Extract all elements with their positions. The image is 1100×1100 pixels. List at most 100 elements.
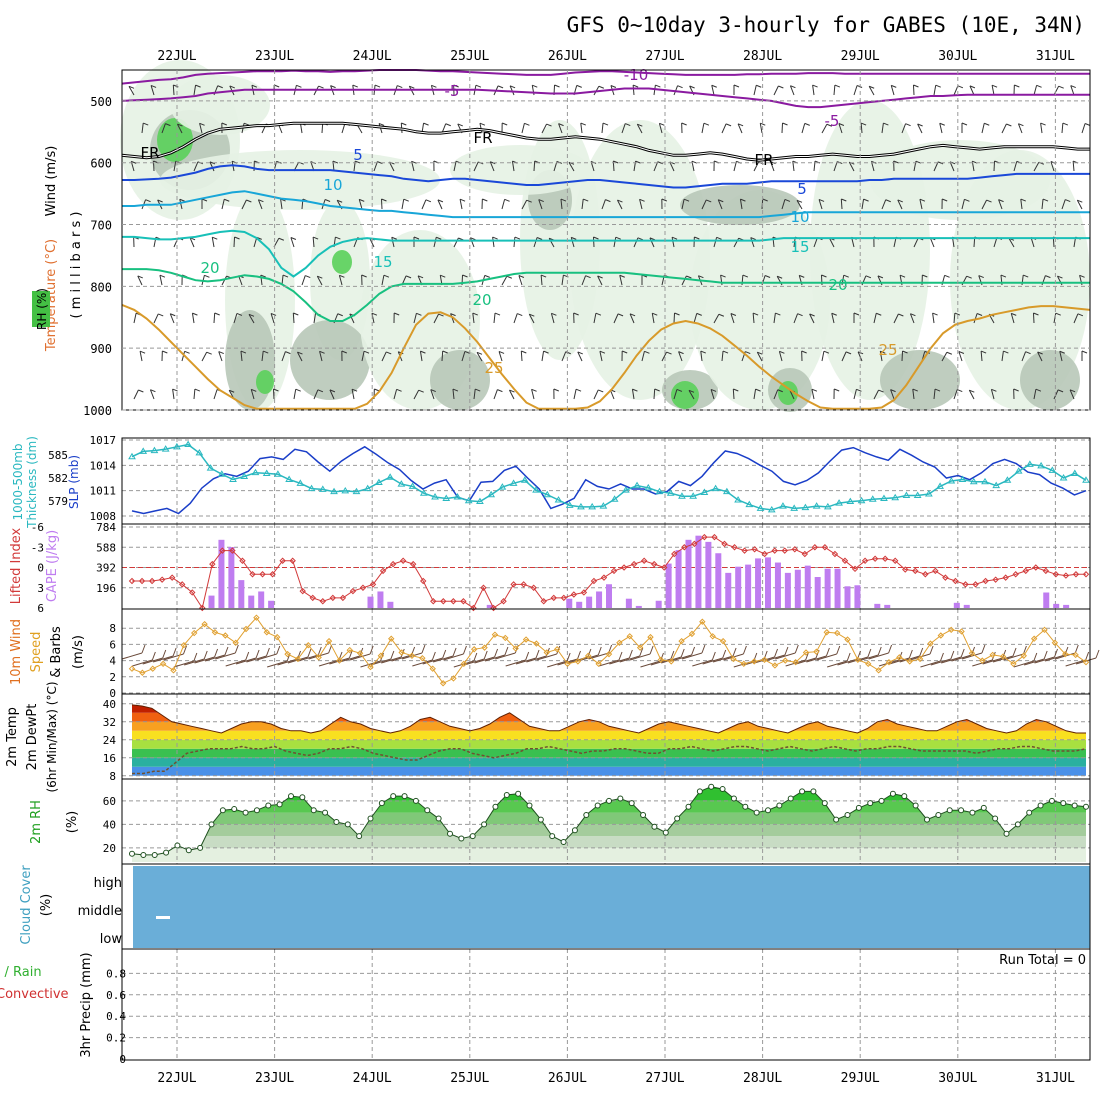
wind-barb	[671, 237, 675, 248]
wind-barb-10m-feather	[711, 651, 716, 661]
wind-barb-10m-feather	[328, 644, 333, 654]
rh-shade	[778, 381, 798, 405]
wind-barb	[917, 123, 923, 134]
li-marker	[430, 598, 437, 605]
wind-barb	[172, 389, 175, 400]
wind-barb-flag	[504, 198, 510, 202]
wind-speed-marker	[896, 654, 903, 661]
wind-barb-10m	[370, 658, 392, 666]
ylabel-thickness-1: 1000-500mb	[11, 443, 25, 520]
wind-barb	[781, 122, 784, 134]
wind-barb-flag	[165, 123, 171, 127]
wind-barb-10m-feather	[307, 648, 312, 658]
wind-barb-10m-feather	[1095, 649, 1100, 659]
rh-marker	[378, 800, 385, 807]
wind-barb-flag	[897, 199, 903, 203]
temp-band	[132, 739, 1086, 749]
li-marker	[1052, 571, 1060, 578]
li-marker	[349, 587, 357, 595]
ylabel-rh-pct: (%)	[65, 811, 80, 834]
date-label-top: 23JUL	[255, 49, 294, 64]
contour-label: 15	[790, 238, 809, 256]
wind-barb-flag	[258, 199, 264, 203]
thickness-marker	[386, 473, 395, 480]
thickness-marker	[812, 502, 821, 509]
wind-barb-10m	[609, 657, 630, 665]
date-label-top: 29JUL	[841, 49, 880, 64]
isotherm-line	[121, 303, 1091, 410]
isotherm-line	[122, 164, 1090, 189]
wind-barb	[473, 389, 476, 400]
wind-barb	[341, 123, 346, 134]
wind-barb-10m	[816, 653, 837, 661]
wind-barb	[838, 123, 843, 134]
rh-marker	[799, 788, 806, 795]
wind-barb	[773, 389, 779, 400]
cloud-level-label: middle	[78, 904, 122, 919]
wind-speed-marker	[636, 644, 644, 651]
wind-barb-flag	[823, 350, 830, 354]
wind-barb-flag	[177, 123, 183, 127]
wind-barb-flag	[756, 84, 762, 88]
date-label-top: 22JUL	[157, 49, 196, 64]
wind-barb-flag	[393, 312, 400, 316]
li-marker	[490, 604, 497, 612]
wind-barb-flag	[305, 275, 311, 279]
wind-barb-flag	[856, 85, 863, 88]
wind-barb-flag	[568, 161, 575, 165]
wind-barb	[993, 160, 996, 172]
wind-barb-flag	[957, 85, 964, 89]
wind-barb-flag	[336, 199, 343, 203]
wind-barb-flag	[833, 388, 840, 392]
wind-barb-flag	[497, 85, 504, 89]
wind-barb-10m-feather	[701, 644, 706, 654]
li-marker	[319, 598, 327, 605]
wind-barb-flag	[666, 351, 672, 355]
date-label-top: 27JUL	[645, 49, 684, 64]
wind-barb-10m	[1013, 660, 1034, 668]
wind-barb-flag	[479, 122, 486, 126]
wind-barb	[750, 237, 755, 248]
wind-barb-10m-feather	[929, 645, 934, 655]
wind-barb-flag	[937, 161, 944, 165]
wind-barb	[733, 161, 737, 172]
wind-barb-flag	[1065, 199, 1071, 203]
wind-barb	[893, 313, 899, 324]
cloud-level-label: low	[100, 932, 123, 947]
wind-barb	[933, 85, 937, 96]
wind-barb-flag	[946, 351, 953, 355]
wind-barb-flag	[718, 199, 724, 203]
wind-barb-10m	[484, 654, 506, 662]
date-label-top: 25JUL	[450, 49, 489, 64]
thickness-marker	[565, 501, 574, 508]
wind-barb-flag	[332, 160, 339, 164]
wind-barb	[661, 351, 667, 362]
rh-marker	[276, 801, 283, 808]
li-marker	[279, 557, 286, 564]
thickness-marker	[924, 489, 933, 497]
wind-speed-marker	[979, 657, 986, 664]
cape-bar	[774, 562, 781, 608]
wind-barb-10m	[692, 659, 713, 667]
wind-barb	[1081, 123, 1086, 134]
wind-barb-flag	[159, 274, 166, 278]
wind-barb-10m	[152, 655, 174, 663]
wind-barb-10m	[598, 659, 620, 667]
wind-barb-flag	[764, 275, 771, 278]
thickness-tick-label: 585	[48, 449, 68, 462]
wind-barb	[1076, 199, 1083, 210]
li-marker	[962, 581, 969, 588]
wind-barb-10m	[505, 659, 526, 667]
wind-barb-10m-feather	[742, 645, 747, 655]
wind-barb	[577, 351, 583, 362]
wind-barb-flag	[821, 274, 827, 278]
wind-barb-flag	[396, 388, 402, 392]
wind-barb	[688, 390, 695, 400]
wind-speed-marker	[1072, 651, 1079, 659]
wind-barb-flag	[575, 388, 582, 392]
rh-marker	[753, 809, 760, 816]
rh-marker	[549, 833, 556, 840]
wind-barb-10m	[204, 654, 226, 662]
wind-barb	[841, 351, 847, 362]
wind-barb-10m	[795, 657, 817, 665]
